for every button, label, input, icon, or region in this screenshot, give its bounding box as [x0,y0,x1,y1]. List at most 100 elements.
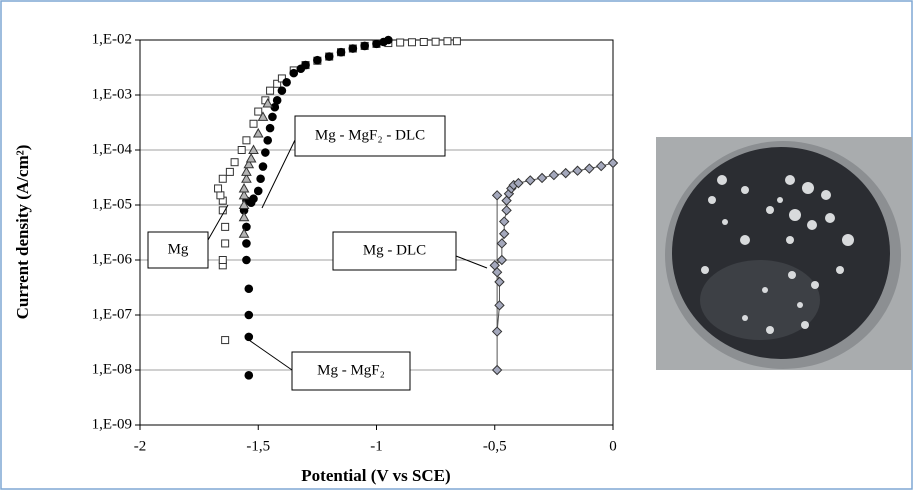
x-tick-label: 0 [609,438,617,454]
diamond-marker [501,195,512,206]
circle-marker [242,239,251,248]
square-marker [214,184,223,193]
callout-box [294,115,446,157]
square-marker [218,256,227,264]
circle-marker [272,96,282,105]
callout-leader [245,337,293,371]
circle-marker [384,35,393,45]
circle-marker [313,55,322,65]
diamond-marker [494,276,505,288]
photo-reflection [700,260,820,340]
series-label: Mg - DLC [363,242,426,258]
square-marker [225,167,234,176]
diamond-marker [560,167,571,179]
circle-marker [256,174,265,184]
diamond-marker [496,254,508,266]
diamond-marker [607,157,619,169]
photo-pits [701,175,854,334]
diamond-marker [491,364,503,376]
circle-marker [261,148,270,157]
series-label: Mg [168,241,189,257]
circle-marker [258,162,268,171]
triangle-marker [248,144,259,154]
square-marker [230,158,239,167]
callout-box [291,351,411,391]
diamond-marker [572,165,583,176]
circle-marker [360,41,369,51]
callout-leader [455,255,488,269]
y-tick-label: 1,E-02 [92,31,132,47]
callout-box [147,231,209,269]
square-marker [419,37,428,46]
diamond-marker [595,160,607,172]
x-tick-label: -0,5 [483,438,507,454]
y-tick-label: 1,E-08 [92,361,132,377]
square-marker [407,38,416,47]
y-tick-label: 1,E-04 [92,141,133,157]
diamond-marker [548,169,560,181]
diamond-marker [494,300,505,311]
circle-marker [263,136,273,145]
square-marker [254,107,263,116]
circle-marker [253,186,263,196]
diamond-marker [499,216,510,227]
diamond-marker [499,228,510,239]
circle-marker [372,39,381,49]
circle-marker [277,86,287,95]
diamond-marker [491,326,503,337]
triangle-marker [243,158,255,169]
square-marker [396,38,405,47]
series-label: Mg - MgF₂ - DLC [315,127,425,143]
square-marker [443,37,452,46]
square-marker [221,336,230,345]
square-marker [452,37,461,46]
circle-marker [289,68,299,78]
triangle-marker [241,166,252,176]
circle-marker [336,47,346,57]
square-marker [221,239,230,248]
series-label: Mg - MgF₂ [317,362,385,378]
sample-photo [656,137,912,370]
square-marker [431,37,440,46]
y-axis-label: Current density (A/cm²) [13,145,32,320]
circle-marker [242,222,251,232]
square-marker [266,86,275,95]
square-marker [242,136,251,145]
callout-box [332,231,457,271]
y-tick-label: 1,E-05 [92,196,132,212]
callout-leader [261,139,296,209]
x-tick-label: -1,5 [246,438,270,454]
triangle-marker [238,199,250,209]
triangle-marker [245,153,257,163]
x-axis-label: Potential (V vs SCE) [301,466,450,485]
plot: 1,E-09 1,E-08 1,E-07 1,E-06 1,E-05 1,E-04 1,E-… [92,31,619,454]
diamond-marker [525,175,536,186]
diamond-marker [491,190,503,201]
diamond-marker [584,163,595,174]
circle-marker [348,44,358,53]
circle-marker [265,123,275,133]
y-tick-label: 1,E-06 [92,251,133,267]
circle-marker [244,310,254,320]
circle-marker [242,255,251,265]
square-marker [237,146,246,154]
triangle-marker [262,97,274,108]
circle-marker [244,284,254,294]
x-tick-label: -2 [134,438,147,454]
square-marker [216,191,225,200]
diamond-marker [536,172,548,184]
triangle-marker [257,111,269,121]
circle-marker [244,371,254,380]
y-tick-label: 1,E-09 [92,416,132,432]
triangle-marker [252,127,264,138]
circle-marker [268,112,277,122]
triangle-marker [238,182,250,193]
triangle-marker [238,228,250,238]
circle-marker [282,78,291,87]
square-marker [273,79,282,88]
diamond-marker [513,177,524,189]
circle-marker [301,60,310,70]
x-tick-label: -1 [370,438,383,454]
square-marker [249,119,258,128]
